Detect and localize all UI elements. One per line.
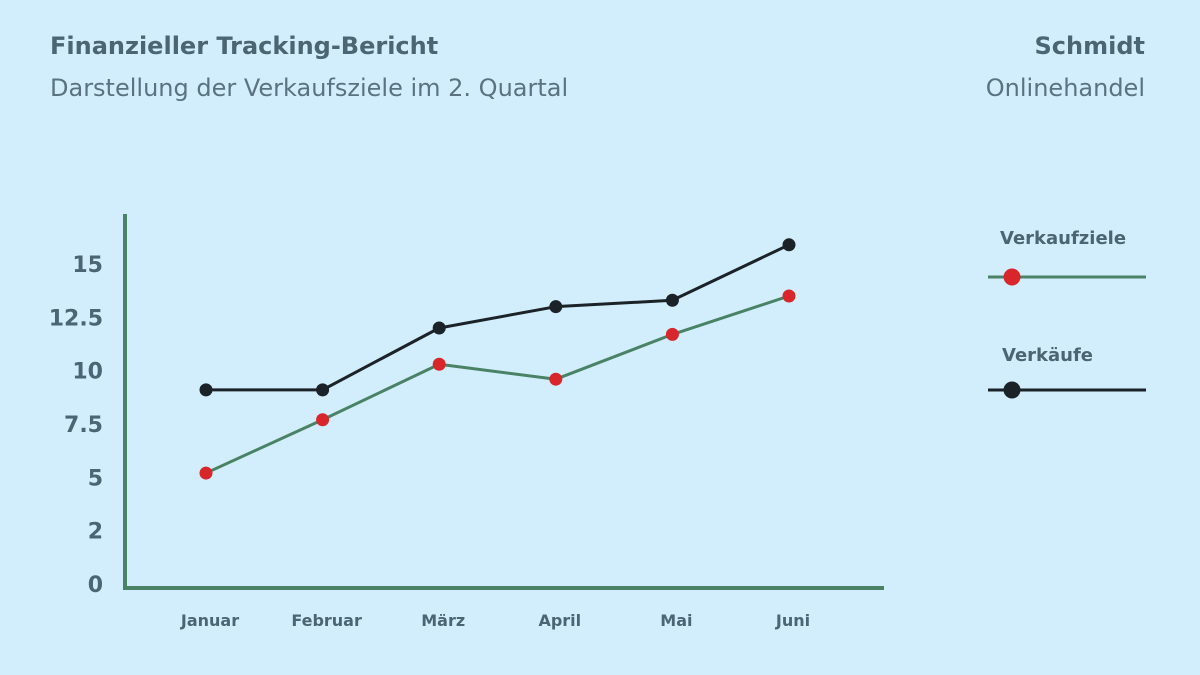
chart-series <box>199 238 796 480</box>
legend-marker-targets <box>1003 268 1021 286</box>
x-axis-ticks: Januar Februar März April Mai Juni <box>180 611 810 630</box>
data-point-sales <box>316 383 330 397</box>
data-point-targets <box>199 466 213 480</box>
x-tick-label: Februar <box>291 611 362 630</box>
chart-axes <box>123 214 884 590</box>
y-tick-label: 7.5 <box>64 413 103 438</box>
data-point-targets <box>316 413 330 427</box>
y-tick-label: 15 <box>72 253 103 278</box>
company-subtitle: Onlinehandel <box>985 74 1145 102</box>
x-tick-label: März <box>421 611 465 630</box>
data-point-sales <box>782 238 796 252</box>
y-tick-label: 5 <box>88 466 103 491</box>
x-tick-label: Januar <box>180 611 239 630</box>
series-line-sales <box>206 243 790 392</box>
legend-marker-sales <box>1003 381 1021 399</box>
y-tick-label: 0 <box>88 573 103 598</box>
data-point-targets <box>782 289 796 303</box>
chart-legend: Verkaufziele Verkäufe <box>988 228 1146 399</box>
data-point-sales <box>665 293 679 307</box>
data-point-sales <box>432 321 446 335</box>
company-name: Schmidt <box>1034 32 1145 60</box>
data-point-sales <box>199 383 213 397</box>
y-tick-label: 2 <box>88 520 103 545</box>
x-tick-label: Juni <box>775 611 810 630</box>
series-line-targets <box>205 294 790 475</box>
legend-label-targets: Verkaufziele <box>1000 228 1126 249</box>
data-point-targets <box>549 372 563 386</box>
legend-label-sales: Verkäufe <box>1002 345 1093 366</box>
data-point-targets <box>665 327 679 341</box>
chart-title: Finanzieller Tracking-Bericht <box>50 32 439 60</box>
y-axis-ticks: 0 2 5 7.5 10 12.5 15 <box>49 253 103 598</box>
x-tick-label: April <box>538 611 581 630</box>
data-point-sales <box>549 300 563 314</box>
y-tick-label: 12.5 <box>49 306 103 331</box>
chart-subtitle: Darstellung der Verkaufsziele im 2. Quar… <box>50 74 569 102</box>
x-tick-label: Mai <box>660 611 692 630</box>
y-tick-label: 10 <box>72 360 103 385</box>
data-point-targets <box>432 357 446 371</box>
